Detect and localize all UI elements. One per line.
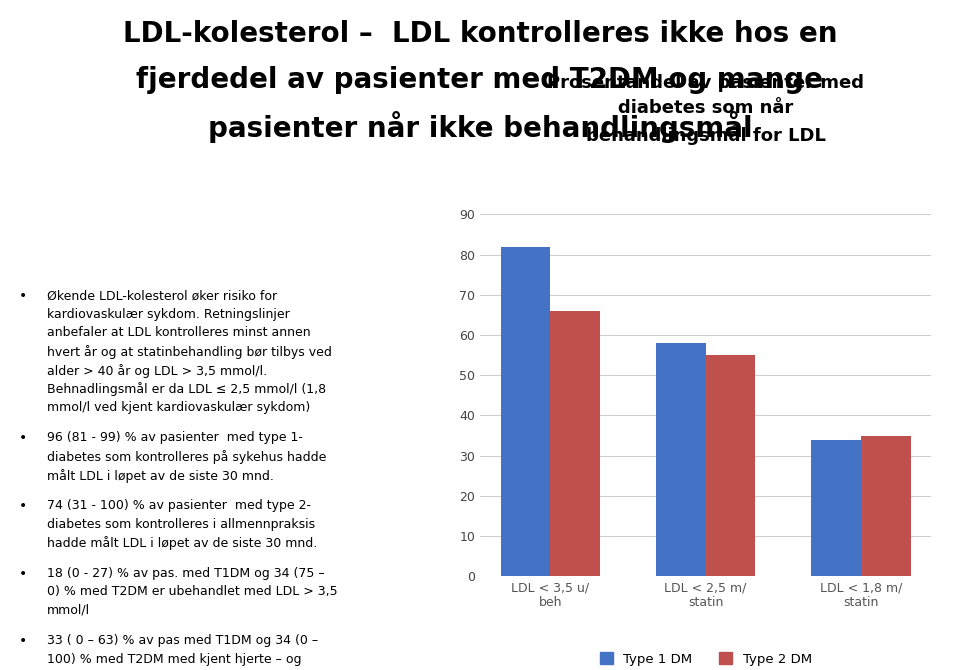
Text: 33 ( 0 – 63) % av pas med T1DM og 34 (0 –: 33 ( 0 – 63) % av pas med T1DM og 34 (0 …	[47, 634, 319, 647]
Text: 0) % med T2DM er ubehandlet med LDL > 3,5: 0) % med T2DM er ubehandlet med LDL > 3,…	[47, 586, 338, 598]
Text: mmol/l: mmol/l	[47, 604, 90, 617]
Bar	[861, 436, 911, 576]
Text: •: •	[19, 431, 27, 446]
Text: fjerdedel av pasienter med T2DM og mange: fjerdedel av pasienter med T2DM og mange	[136, 66, 824, 94]
Text: hadde målt LDL i løpet av de siste 30 mnd.: hadde målt LDL i løpet av de siste 30 mn…	[47, 536, 318, 550]
Text: •: •	[19, 499, 27, 513]
Text: anbefaler at LDL kontrolleres minst annen: anbefaler at LDL kontrolleres minst anne…	[47, 326, 311, 340]
Legend: Type 1 DM, Type 2 DM: Type 1 DM, Type 2 DM	[594, 647, 817, 670]
Bar	[811, 440, 861, 576]
Text: LDL-kolesterol –  LDL kontrolleres ikke hos en: LDL-kolesterol – LDL kontrolleres ikke h…	[123, 20, 837, 48]
Text: 74 (31 - 100) % av pasienter  med type 2-: 74 (31 - 100) % av pasienter med type 2-	[47, 499, 311, 512]
Text: hvert år og at statinbehandling bør tilbys ved: hvert år og at statinbehandling bør tilb…	[47, 345, 332, 359]
Text: alder > 40 år og LDL > 3,5 mmol/l.: alder > 40 år og LDL > 3,5 mmol/l.	[47, 364, 267, 378]
Text: 100) % med T2DM med kjent hjerte – og: 100) % med T2DM med kjent hjerte – og	[47, 653, 301, 666]
Text: pasienter når ikke behandlingsmål: pasienter når ikke behandlingsmål	[207, 111, 753, 143]
Text: •: •	[19, 634, 27, 649]
Bar	[500, 247, 550, 576]
Text: diabetes som kontrolleres i allmennpraksis: diabetes som kontrolleres i allmennpraks…	[47, 518, 315, 531]
Bar	[706, 355, 756, 576]
Text: •: •	[19, 289, 27, 303]
Text: Behnadlingsmål er da LDL ≤ 2,5 mmol/l (1,8: Behnadlingsmål er da LDL ≤ 2,5 mmol/l (1…	[47, 383, 326, 397]
Text: 18 (0 - 27) % av pas. med T1DM og 34 (75 –: 18 (0 - 27) % av pas. med T1DM og 34 (75…	[47, 567, 324, 580]
Text: mmol/l ved kjent kardiovaskulær sykdom): mmol/l ved kjent kardiovaskulær sykdom)	[47, 401, 310, 414]
Text: Prosentandel av pasienter med
diabetes som når
behandlingsmål for LDL: Prosentandel av pasienter med diabetes s…	[547, 74, 864, 145]
Text: 96 (81 - 99) % av pasienter  med type 1-: 96 (81 - 99) % av pasienter med type 1-	[47, 431, 303, 444]
Text: diabetes som kontrolleres på sykehus hadde: diabetes som kontrolleres på sykehus had…	[47, 450, 326, 464]
Text: målt LDL i løpet av de siste 30 mnd.: målt LDL i løpet av de siste 30 mnd.	[47, 469, 275, 482]
Bar	[550, 311, 600, 576]
Text: kardiovaskulær sykdom. Retningslinjer: kardiovaskulær sykdom. Retningslinjer	[47, 308, 290, 321]
Bar	[656, 343, 706, 576]
Text: •: •	[19, 567, 27, 581]
Text: Økende LDL-kolesterol øker risiko for: Økende LDL-kolesterol øker risiko for	[47, 289, 277, 302]
